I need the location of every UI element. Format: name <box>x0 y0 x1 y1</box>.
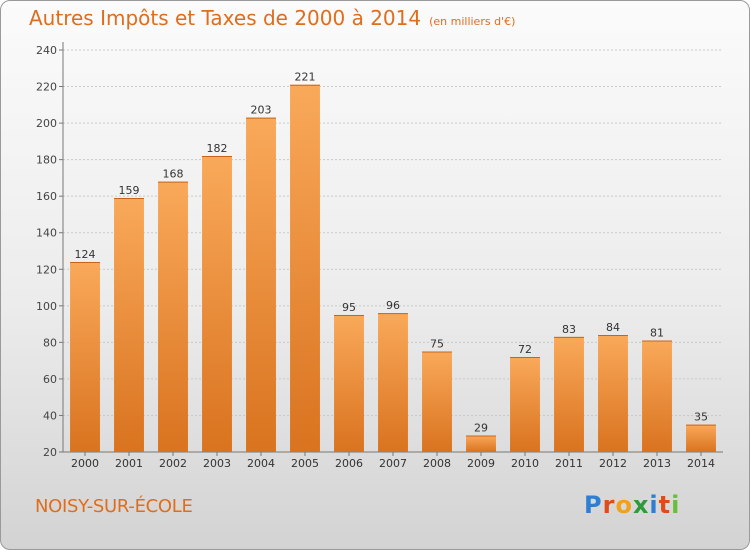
bar-value-label: 72 <box>518 343 532 356</box>
bar <box>290 84 320 452</box>
logo-letter: x <box>632 491 650 519</box>
logo-letter: t <box>658 491 672 519</box>
bar <box>378 313 408 452</box>
logo-letter: i <box>671 491 681 519</box>
bar-value-label: 182 <box>207 142 228 155</box>
chart-subtitle: (en milliers d'€) <box>429 15 516 28</box>
bar <box>334 314 364 452</box>
bar-value-label: 96 <box>386 299 400 312</box>
x-tick-label: 2007 <box>379 457 407 470</box>
logo-letter: o <box>615 491 633 519</box>
x-tick-label: 2005 <box>291 457 319 470</box>
y-tick-label: 20 <box>43 446 57 459</box>
bar <box>510 356 540 452</box>
y-tick-label: 40 <box>43 409 57 422</box>
bar <box>642 340 672 452</box>
bar-value-label: 29 <box>474 422 488 435</box>
x-tick-label: 2012 <box>599 457 627 470</box>
x-tick-label: 2011 <box>555 457 583 470</box>
bar-value-label: 81 <box>650 327 664 340</box>
chart-title: Autres Impôts et Taxes de 2000 à 2014 <box>29 6 422 30</box>
x-tick-label: 2001 <box>115 457 143 470</box>
bar <box>246 117 276 452</box>
bar-value-label: 159 <box>119 184 140 197</box>
bar <box>686 424 716 452</box>
bar-value-label: 84 <box>606 321 620 334</box>
y-tick-label: 140 <box>36 227 57 240</box>
bar-value-label: 95 <box>342 301 356 314</box>
x-tick-label: 2003 <box>203 457 231 470</box>
bar-value-label: 35 <box>694 411 708 424</box>
bar <box>202 155 232 452</box>
x-tick-label: 2013 <box>643 457 671 470</box>
logo-letter: r <box>602 491 616 519</box>
x-tick-label: 2009 <box>467 457 495 470</box>
bar <box>598 335 628 452</box>
y-tick-label: 80 <box>43 336 57 349</box>
bar <box>158 181 188 452</box>
commune-name: NOISY-SUR-ÉCOLE <box>35 496 193 517</box>
bar <box>466 435 496 452</box>
x-tick-label: 2010 <box>511 457 539 470</box>
x-tick-label: 2014 <box>687 457 715 470</box>
bar-value-label: 83 <box>562 323 576 336</box>
title-block: Autres Impôts et Taxes de 2000 à 2014 (en… <box>29 6 515 30</box>
y-tick-label: 60 <box>43 373 57 386</box>
logo-letter: i <box>649 491 659 519</box>
bar <box>422 351 452 452</box>
y-tick-label: 100 <box>36 300 57 313</box>
x-tick-label: 2008 <box>423 457 451 470</box>
logo-letter: P <box>584 491 603 519</box>
bar-value-label: 168 <box>163 168 184 181</box>
y-tick-label: 180 <box>36 154 57 167</box>
bar <box>114 198 144 452</box>
bar-value-label: 221 <box>295 71 316 84</box>
y-tick-label: 240 <box>36 44 57 57</box>
y-tick-label: 160 <box>36 190 57 203</box>
bar <box>554 336 584 452</box>
y-tick-label: 220 <box>36 81 57 94</box>
bar-value-label: 124 <box>75 248 96 261</box>
bar-value-label: 75 <box>430 338 444 351</box>
x-tick-label: 2004 <box>247 457 275 470</box>
x-tick-label: 2006 <box>335 457 363 470</box>
proxiti-logo: Proxiti <box>584 491 680 519</box>
bar-value-label: 203 <box>251 104 272 117</box>
x-tick-label: 2000 <box>71 457 99 470</box>
y-tick-label: 120 <box>36 263 57 276</box>
bar <box>70 261 100 452</box>
x-tick-label: 2002 <box>159 457 187 470</box>
y-tick-label: 200 <box>36 117 57 130</box>
